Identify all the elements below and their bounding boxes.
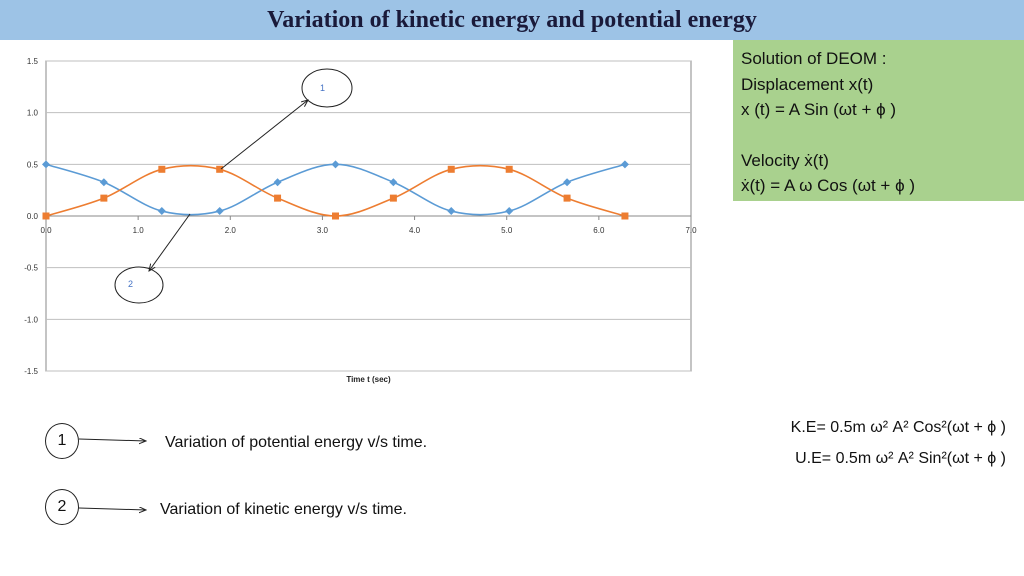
- legend-arrow-1: [78, 439, 146, 441]
- y-tick-label: -0.5: [24, 264, 38, 273]
- data-point: [216, 165, 224, 173]
- deom-solution-box: Solution of DEOM : Displacement x(t) x (…: [733, 40, 1024, 201]
- legend-number-1: 1: [57, 432, 67, 449]
- x-tick-label: 6.0: [593, 226, 605, 235]
- x-tick-label: 5.0: [501, 226, 513, 235]
- x-tick-label: 4.0: [409, 226, 421, 235]
- annotation-arrow-1: [220, 100, 308, 170]
- slide-title-bar: Variation of kinetic energy and potentia…: [0, 0, 1024, 40]
- legend-arrows: [78, 0, 200, 576]
- kinetic-energy-formula: K.E= 0.5m ω² A² Cos²(ωt + ϕ ): [790, 419, 1006, 436]
- data-point: [99, 178, 108, 187]
- data-point: [215, 207, 224, 216]
- legend-text-1: Variation of potential energy v/s time.: [165, 434, 428, 451]
- legend-arrow-2: [78, 508, 146, 510]
- info-line-3: x (t) = A Sin (ωt + ϕ ): [741, 100, 897, 119]
- y-tick-label: 0.0: [27, 212, 39, 221]
- y-tick-label: -1.5: [24, 367, 38, 376]
- energy-chart: 1.5 1.0 0.5 0.0 -0.5 -1.0 -1.5 0.0 1.0 2.0 3.0 4.0 5…: [24, 57, 697, 384]
- x-tick-label: 3.0: [317, 226, 329, 235]
- info-line-4: Velocity ẋ(t): [741, 150, 829, 170]
- annotation-label-1: 1: [320, 83, 325, 93]
- slide-title: Variation of kinetic energy and potentia…: [267, 6, 757, 33]
- data-point: [100, 194, 108, 202]
- info-line-2: Displacement x(t): [741, 74, 874, 94]
- x-tick-label: 2.0: [225, 226, 237, 235]
- info-line-5: ẋ(t) = A ω Cos (ωt + ϕ ): [741, 176, 915, 195]
- data-point: [332, 212, 340, 220]
- x-tick-label: 0.0: [40, 226, 52, 235]
- y-tick-label: -1.0: [24, 315, 38, 324]
- data-point: [42, 160, 50, 169]
- annotation-arrow-2: [149, 213, 191, 271]
- data-point: [331, 160, 340, 169]
- data-point: [563, 178, 572, 187]
- annotation-circle-1: [301, 68, 353, 108]
- data-point: [447, 207, 456, 216]
- data-point: [389, 194, 397, 202]
- data-point: [389, 178, 398, 187]
- info-spacer: [741, 123, 1016, 148]
- data-point: [273, 178, 282, 187]
- data-point: [157, 207, 166, 216]
- legend-marker-1: 1: [45, 423, 79, 459]
- data-point: [42, 212, 50, 220]
- annotation-circle-2: [114, 266, 164, 304]
- data-point: [274, 194, 282, 202]
- legend-text-2: Variation of kinetic energy v/s time.: [160, 501, 407, 518]
- info-line-1: Solution of DEOM :: [741, 49, 887, 68]
- x-axis-label: Time t (sec): [346, 375, 391, 384]
- data-point: [505, 207, 514, 216]
- y-tick-label: 1.0: [27, 109, 39, 118]
- x-tick-label: 1.0: [133, 226, 145, 235]
- data-point: [620, 160, 629, 169]
- data-point: [447, 165, 455, 173]
- data-point: [505, 165, 513, 173]
- data-point: [563, 194, 571, 202]
- legend-number-2: 2: [57, 498, 67, 515]
- x-tick-label: 7.0: [685, 226, 697, 235]
- data-point: [158, 165, 166, 173]
- y-tick-label: 1.5: [27, 57, 39, 66]
- annotation-label-2: 2: [128, 279, 133, 289]
- legend-marker-2: 2: [45, 489, 79, 525]
- potential-energy-formula: U.E= 0.5m ω² A² Sin²(ωt + ϕ ): [795, 450, 1006, 467]
- y-tick-label: 0.5: [27, 160, 39, 169]
- data-point: [621, 212, 629, 220]
